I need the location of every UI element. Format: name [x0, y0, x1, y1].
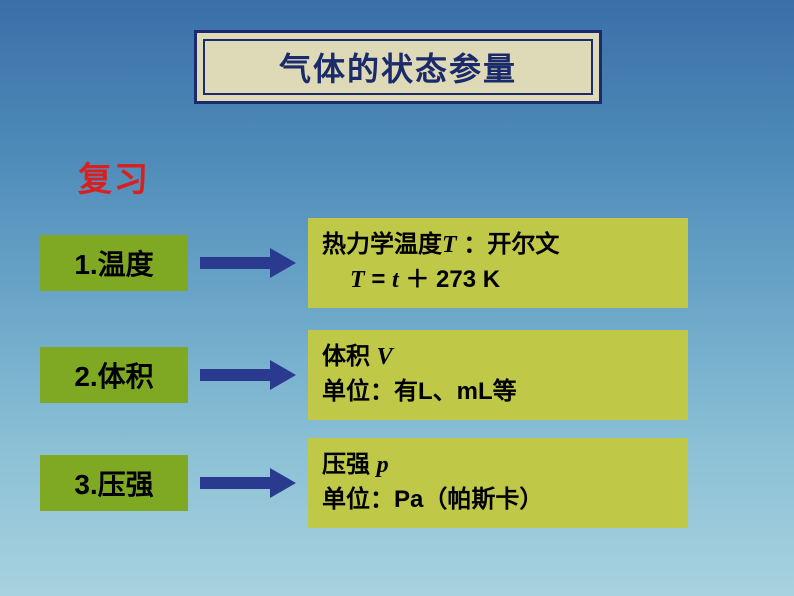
definition-pressure-line2: 单位：Pa（帕斯卡）: [322, 483, 674, 518]
arrow-icon: [188, 360, 308, 390]
definition-temperature-line1: 热力学温度T ：开尔文: [322, 228, 674, 263]
title-box: 气体的状态参量: [194, 30, 602, 104]
definition-temperature: 热力学温度T ：开尔文 T = t ＋ 273 K: [308, 218, 688, 308]
definition-volume-line1: 体积 V: [322, 340, 674, 375]
text-segment: 压强: [322, 451, 377, 478]
var-V: V: [377, 344, 393, 370]
row-pressure: 3.压强 压强 p 单位：Pa（帕斯卡）: [40, 438, 688, 528]
label-pressure: 3.压强: [40, 455, 188, 511]
definition-pressure-line1: 压强 p: [322, 448, 674, 483]
arrow-icon: [188, 248, 308, 278]
definition-temperature-line2: T = t ＋ 273 K: [322, 263, 674, 298]
definition-pressure: 压强 p 单位：Pa（帕斯卡）: [308, 438, 688, 528]
text-segment: 热力学温度: [322, 231, 442, 258]
review-label: 复习: [78, 152, 150, 201]
var-t: t: [392, 267, 399, 293]
row-volume: 2.体积 体积 V 单位：有L、mL等: [40, 330, 688, 420]
text-segment: 体积: [322, 343, 377, 370]
var-T: T: [350, 267, 365, 293]
text-segment: ：开尔文: [457, 231, 560, 258]
page-title: 气体的状态参量: [279, 44, 517, 90]
row-temperature: 1.温度 热力学温度T ：开尔文 T = t ＋ 273 K: [40, 218, 688, 308]
definition-volume: 体积 V 单位：有L、mL等: [308, 330, 688, 420]
text-segment: ＋ 273 K: [399, 266, 500, 293]
var-p: p: [377, 452, 389, 478]
label-volume: 2.体积: [40, 347, 188, 403]
definition-volume-line2: 单位：有L、mL等: [322, 375, 674, 410]
text-segment: =: [365, 266, 392, 293]
label-temperature: 1.温度: [40, 235, 188, 291]
var-T: T: [442, 232, 457, 258]
arrow-icon: [188, 468, 308, 498]
